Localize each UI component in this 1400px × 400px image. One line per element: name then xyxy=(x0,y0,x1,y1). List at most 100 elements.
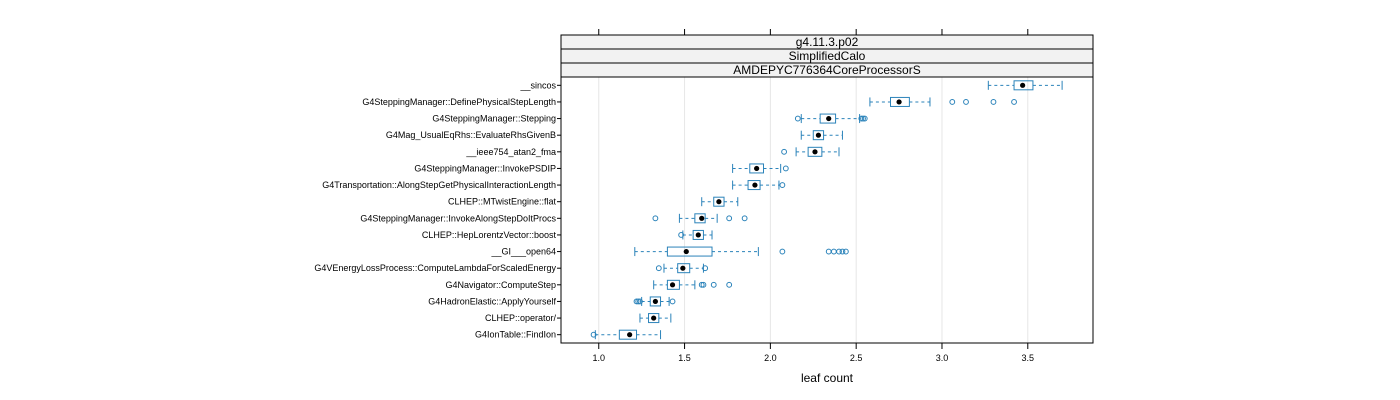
box xyxy=(807,146,823,157)
strip-headers: g4.11.3.p02 SimplifiedCalo AMDEPYC776364… xyxy=(560,34,1094,78)
category-label: __sincos xyxy=(519,80,556,90)
category-label: G4Mag_UsualEqRhs::EvaluateRhsGivenB xyxy=(386,130,556,140)
outlier-point xyxy=(669,298,676,305)
median-dot xyxy=(896,99,902,105)
category-label: G4IonTable::FindIon xyxy=(475,330,556,340)
median-dot xyxy=(680,265,686,271)
box-group xyxy=(633,296,676,307)
box xyxy=(713,196,725,207)
x-tick-label: 1.5 xyxy=(678,353,691,363)
category-label: G4SteppingManager::DefinePhysicalStepLen… xyxy=(362,97,556,107)
box-group xyxy=(639,313,672,324)
box-group xyxy=(653,279,733,290)
outlier-point xyxy=(842,248,849,255)
top-axis-ticks xyxy=(598,29,1029,35)
median-dot xyxy=(754,165,760,172)
plot-panel xyxy=(560,76,1094,344)
median-dot xyxy=(815,132,822,138)
box-group xyxy=(634,246,849,257)
outlier-point xyxy=(858,115,865,122)
median-dot xyxy=(695,232,701,238)
x-tick-label: 2.5 xyxy=(850,353,863,363)
outlier-point xyxy=(779,182,786,188)
outlier-point xyxy=(726,215,733,222)
outlier-point xyxy=(700,281,707,288)
outlier-point xyxy=(839,248,846,255)
box-group xyxy=(655,263,709,274)
strip-label-3: AMDEPYC776364CoreProcessorS xyxy=(733,63,920,77)
box xyxy=(666,246,713,257)
outlier-point xyxy=(678,232,685,238)
x-axis: 1.0 1.5 2.0 2.5 3.0 3.5 xyxy=(592,343,1034,363)
x-tick-label: 2.0 xyxy=(764,353,777,363)
box-group xyxy=(869,96,1017,107)
strip-label-1: g4.11.3.p02 xyxy=(796,35,859,49)
category-labels: __sincosG4SteppingManager::DefinePhysica… xyxy=(314,80,561,340)
outlier-point xyxy=(825,248,832,255)
box xyxy=(677,263,691,274)
outlier-point xyxy=(635,298,642,305)
outlier-point xyxy=(794,115,801,122)
box xyxy=(649,296,662,307)
strip-label-2: SimplifiedCalo xyxy=(789,49,866,63)
category-label: G4VEnergyLossProcess::ComputeLambdaForSc… xyxy=(314,263,556,273)
outlier-point xyxy=(963,99,969,105)
category-label: CLHEP::operator/ xyxy=(485,313,557,323)
box xyxy=(666,279,680,290)
category-label: G4HadronElastic::ApplyYourself xyxy=(428,296,556,306)
box-group xyxy=(678,229,713,240)
box xyxy=(1013,80,1034,91)
outlier-point xyxy=(633,298,640,305)
median-dot xyxy=(716,199,722,205)
outlier-point xyxy=(590,331,597,338)
median-dot xyxy=(826,115,832,122)
median-dot xyxy=(1020,82,1026,88)
outlier-point xyxy=(781,148,787,155)
outlier-point xyxy=(702,265,709,272)
box xyxy=(692,229,704,240)
outlier-point xyxy=(782,165,789,172)
outlier-point xyxy=(949,99,956,105)
box-group xyxy=(794,113,868,124)
median-dot xyxy=(752,182,758,188)
outlier-point xyxy=(779,248,786,255)
box xyxy=(812,130,825,141)
median-dot xyxy=(699,215,705,221)
box xyxy=(747,180,761,191)
median-dot xyxy=(812,149,818,155)
box xyxy=(819,113,837,124)
outlier-point xyxy=(637,298,643,305)
box xyxy=(694,213,706,224)
box xyxy=(618,329,638,340)
box xyxy=(889,96,910,107)
x-tick-label: 3.5 xyxy=(1022,353,1035,363)
box-group xyxy=(590,329,662,340)
outlier-point xyxy=(990,99,997,105)
category-label: __ieee754_atan2_fma xyxy=(465,147,556,157)
median-dot xyxy=(652,298,658,305)
box-group xyxy=(800,130,843,141)
outlier-point xyxy=(860,115,866,122)
box-group xyxy=(781,146,840,157)
box-group xyxy=(732,163,789,174)
outlier-point xyxy=(710,281,717,288)
median-dot xyxy=(669,282,676,288)
x-axis-title: leaf count xyxy=(801,371,854,385)
outlier-point xyxy=(830,248,837,255)
median-dot xyxy=(651,315,657,321)
boxes xyxy=(590,80,1063,340)
panel-border xyxy=(560,76,1094,344)
outlier-point xyxy=(741,215,748,222)
outlier-point xyxy=(698,281,705,288)
category-label: G4Transportation::AlongStepGetPhysicalIn… xyxy=(322,180,556,190)
outlier-point xyxy=(1011,99,1017,105)
outlier-point xyxy=(655,265,662,272)
outlier-point xyxy=(836,248,842,255)
category-label: CLHEP::HepLorentzVector::boost xyxy=(422,230,557,240)
category-label: G4Navigator::ComputeStep xyxy=(445,280,556,290)
outlier-point xyxy=(652,215,659,222)
box xyxy=(648,313,660,324)
box-group xyxy=(652,213,748,224)
category-label: G4SteppingManager::InvokeAlongStepDoItPr… xyxy=(360,213,556,223)
